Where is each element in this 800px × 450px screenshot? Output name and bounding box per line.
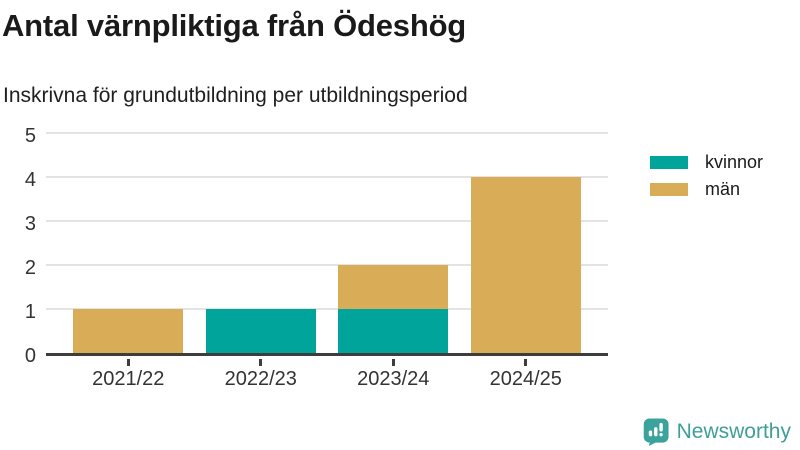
y-tick-label: 2 xyxy=(24,257,36,279)
bar-segment-män xyxy=(338,265,449,309)
x-category-2022/23: 2022/23 xyxy=(206,359,316,391)
x-tick-label: 2021/22 xyxy=(92,368,165,390)
chart-title: Antal värnpliktiga från Ödeshög xyxy=(2,8,467,43)
legend-item-män: män xyxy=(650,179,763,200)
x-tick-label: 2024/25 xyxy=(489,368,562,390)
y-tick-label: 3 xyxy=(24,213,36,235)
x-tick-label: 2022/23 xyxy=(224,368,297,390)
legend-label: män xyxy=(705,179,741,199)
bar-group-2022/23 xyxy=(205,309,316,353)
legend-swatch xyxy=(650,183,688,196)
bar-group-2023/24 xyxy=(338,265,449,353)
x-tick-mark xyxy=(391,359,395,366)
plot-area xyxy=(46,132,608,356)
bar-segment-män xyxy=(73,309,184,353)
gridline-y4 xyxy=(46,176,608,178)
gridline-y3 xyxy=(46,220,608,222)
x-tick-mark xyxy=(126,359,130,366)
gridline-y2 xyxy=(46,264,608,266)
y-tick-label: 5 xyxy=(24,125,36,147)
bar-series xyxy=(46,133,608,353)
x-tick-mark xyxy=(524,359,528,366)
y-axis-labels: 0 1 2 3 4 5 xyxy=(0,125,36,367)
legend-swatch xyxy=(650,156,688,169)
legend-label: kvinnor xyxy=(705,152,764,172)
newsworthy-logo-icon xyxy=(643,418,669,446)
branding-text: Newsworthy xyxy=(676,419,791,443)
y-tick-label: 0 xyxy=(24,345,36,367)
x-category-2023/24: 2023/24 xyxy=(338,359,448,391)
y-tick-label: 1 xyxy=(24,301,36,323)
bar-segment-män xyxy=(470,177,581,353)
y-tick-label: 4 xyxy=(24,169,36,191)
x-axis-labels: 2021/22 2022/23 2023/24 2024/25 xyxy=(46,359,608,391)
x-category-2024/25: 2024/25 xyxy=(471,359,581,391)
gridline-y1 xyxy=(46,308,608,310)
chart-subtitle: Inskrivna för grundutbildning per utbild… xyxy=(3,84,468,107)
legend: kvinnor män xyxy=(650,152,763,206)
branding: Newsworthy xyxy=(643,417,791,446)
bar-segment-kvinnor xyxy=(338,309,449,353)
gridline-y5 xyxy=(46,132,608,134)
x-tick-mark xyxy=(259,359,263,366)
x-tick-label: 2023/24 xyxy=(357,368,430,390)
bar-segment-kvinnor xyxy=(205,309,316,353)
bar-group-2024/25 xyxy=(470,177,581,353)
bar-group-2021/22 xyxy=(73,309,184,353)
x-category-2021/22: 2021/22 xyxy=(73,359,183,391)
legend-item-kvinnor: kvinnor xyxy=(650,152,763,173)
